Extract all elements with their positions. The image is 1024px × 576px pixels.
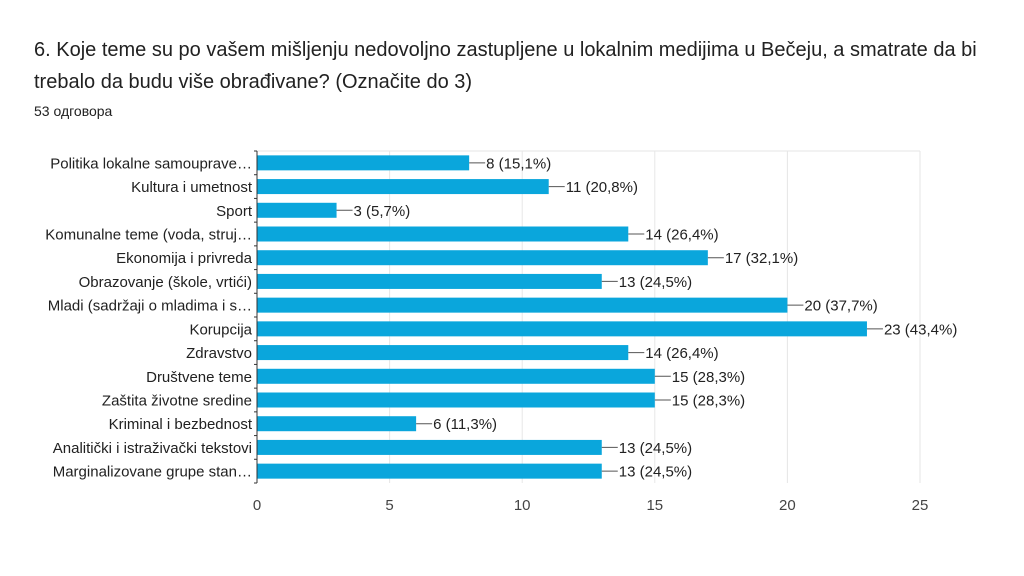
data-label: 17 (32,1%) xyxy=(725,250,798,267)
category-label: Obrazovanje (škole, vrtići) xyxy=(79,274,252,291)
data-label: 6 (11,3%) xyxy=(433,416,497,433)
category-labels: Politika lokalne samouprave… Kultura i um… xyxy=(45,155,253,480)
x-tick-label: 0 xyxy=(253,497,261,514)
category-label: Ekonomija i privreda xyxy=(116,250,253,267)
bar xyxy=(257,416,417,432)
category-label: Zdravstvo xyxy=(186,345,252,362)
bar xyxy=(257,345,629,361)
bar xyxy=(257,155,470,171)
bar xyxy=(257,463,602,479)
bar xyxy=(257,368,655,384)
category-label: Korupcija xyxy=(189,321,252,338)
gridlines xyxy=(257,150,921,483)
bar xyxy=(257,179,549,195)
response-count: 53 одговора xyxy=(34,103,113,119)
bar xyxy=(257,297,788,313)
category-label: Kriminal i bezbednost xyxy=(109,416,253,433)
chart-title: 6. Koje teme su po vašem mišljenju nedov… xyxy=(34,39,977,93)
data-label: 14 (26,4%) xyxy=(645,345,718,362)
x-tick-label: 10 xyxy=(514,497,531,514)
data-label: 23 (43,4%) xyxy=(884,321,957,338)
category-label: Zaštita životne sredine xyxy=(102,393,252,410)
x-tick-labels: 0 5 10 15 20 25 xyxy=(253,497,929,514)
category-label: Komunalne teme (voda, struj… xyxy=(45,227,252,244)
bar xyxy=(257,273,602,289)
x-tick-label: 5 xyxy=(385,497,393,514)
category-label: Marginalizovane grupe stan… xyxy=(53,464,252,481)
category-label: Analitički i istraživački tekstovi xyxy=(53,440,252,457)
y-axis xyxy=(254,150,258,484)
category-label: Sport xyxy=(216,203,253,220)
data-label: 15 (28,3%) xyxy=(672,393,745,410)
bars xyxy=(257,155,883,479)
data-labels: 8 (15,1%) 11 (20,8%) 3 (5,7%) 14 (26,4%) 17 … xyxy=(354,155,958,480)
data-label: 11 (20,8%) xyxy=(566,179,638,196)
data-label: 13 (24,5%) xyxy=(619,274,692,291)
x-tick-label: 25 xyxy=(912,497,929,514)
data-label: 13 (24,5%) xyxy=(619,464,692,481)
x-tick-label: 15 xyxy=(646,497,663,514)
category-label: Kultura i umetnost xyxy=(131,179,253,196)
data-label: 20 (37,7%) xyxy=(804,298,877,315)
data-label: 3 (5,7%) xyxy=(354,203,411,220)
x-tick-label: 20 xyxy=(779,497,796,514)
category-label: Društvene teme xyxy=(146,369,252,386)
bar xyxy=(257,226,629,242)
category-label: Politika lokalne samouprave… xyxy=(50,155,252,172)
bar xyxy=(257,439,602,455)
category-label: Mladi (sadržaji o mladima i s… xyxy=(48,298,252,315)
data-label: 14 (26,4%) xyxy=(645,227,718,244)
bar xyxy=(257,392,655,408)
bar xyxy=(257,321,867,337)
bar xyxy=(257,250,708,266)
data-label: 15 (28,3%) xyxy=(672,369,745,386)
data-label: 13 (24,5%) xyxy=(619,440,692,457)
bar xyxy=(257,202,337,218)
data-label: 8 (15,1%) xyxy=(486,155,551,172)
